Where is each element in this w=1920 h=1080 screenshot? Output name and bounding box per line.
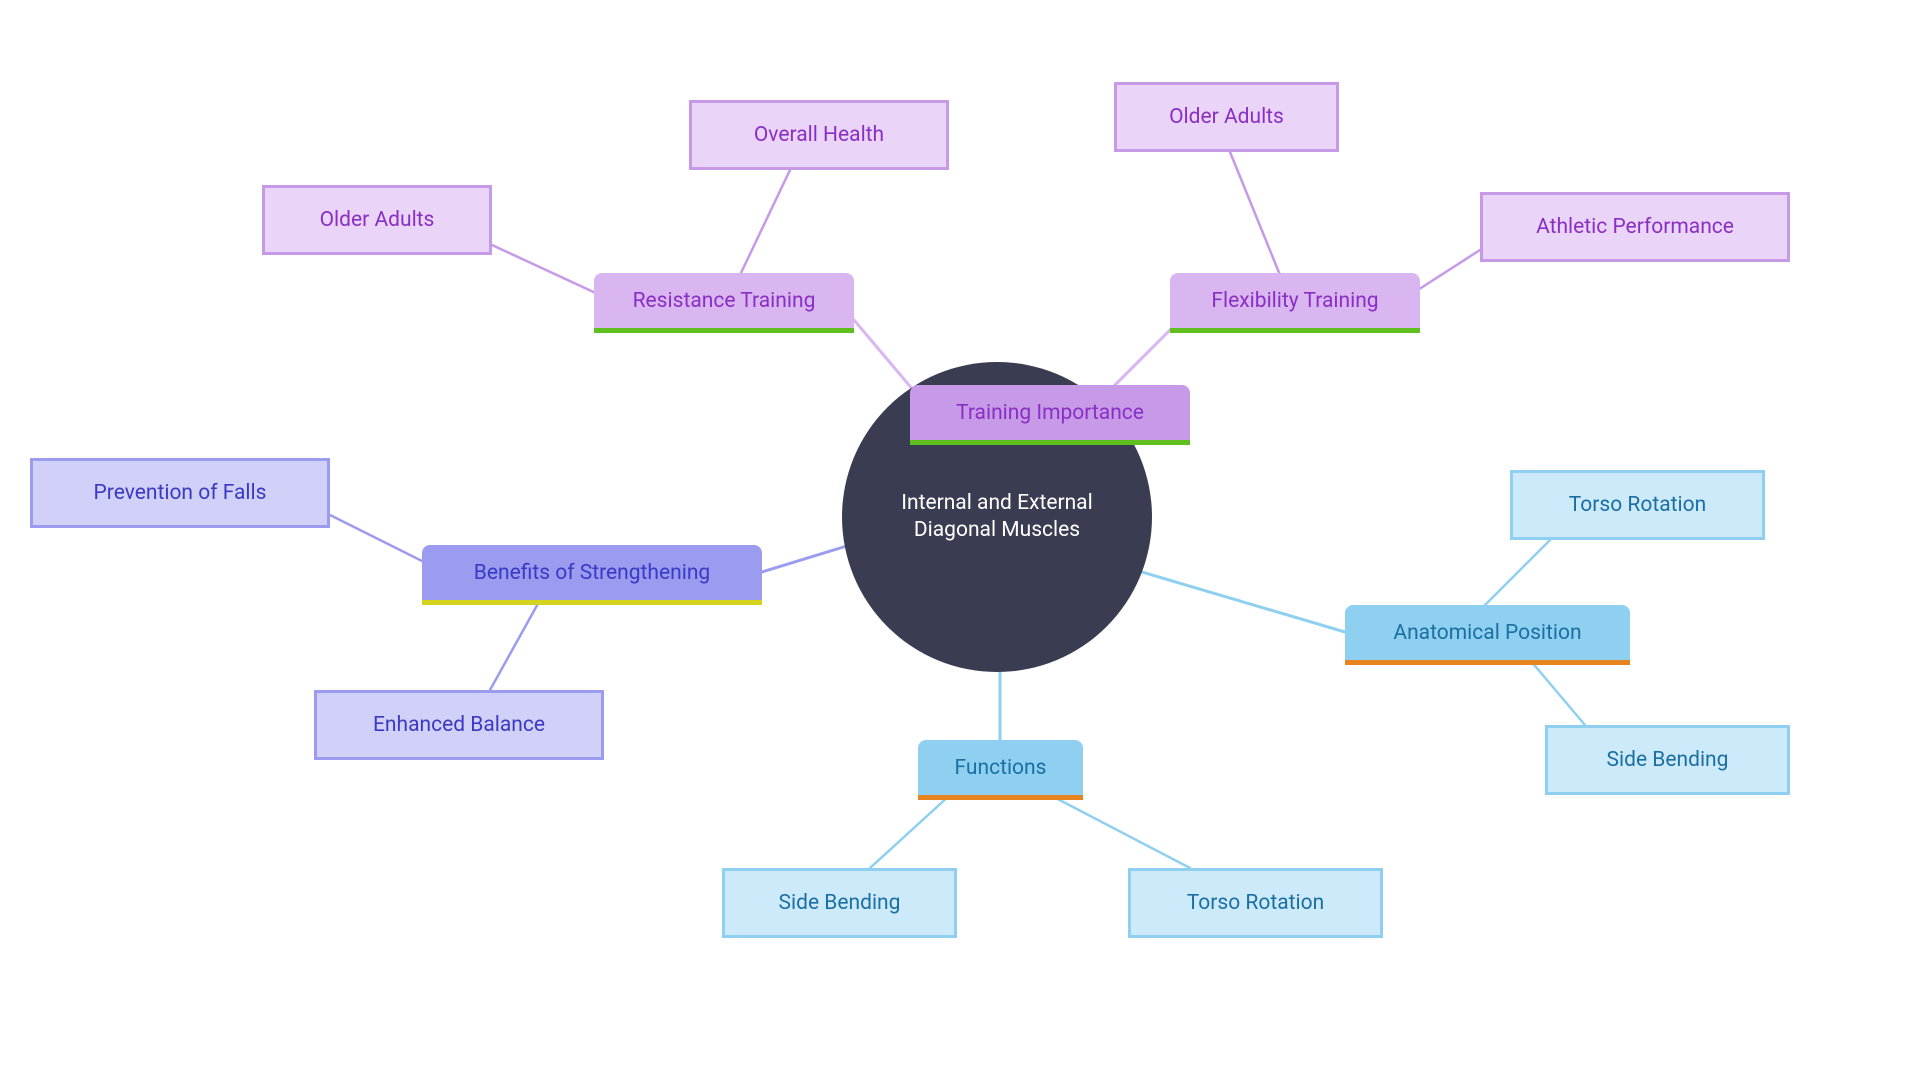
leaf-node: Enhanced Balance	[314, 690, 604, 760]
leaf-node: Side Bending	[1545, 725, 1790, 795]
branch-resistance: Resistance Training	[594, 273, 854, 328]
leaf-node: Older Adults	[1114, 82, 1339, 152]
branch-training: Training Importance	[910, 385, 1190, 440]
branch-flexibility: Flexibility Training	[1170, 273, 1420, 328]
mindmap-canvas: Internal and External Diagonal MusclesTr…	[0, 0, 1920, 1080]
leaf-node: Side Bending	[722, 868, 957, 938]
leaf-node: Overall Health	[689, 100, 949, 170]
branch-benefits: Benefits of Strengthening	[422, 545, 762, 600]
leaf-node: Torso Rotation	[1128, 868, 1383, 938]
leaf-node: Prevention of Falls	[30, 458, 330, 528]
leaf-node: Athletic Performance	[1480, 192, 1790, 262]
branch-anatomical: Anatomical Position	[1345, 605, 1630, 660]
branch-functions: Functions	[918, 740, 1083, 795]
leaf-node: Torso Rotation	[1510, 470, 1765, 540]
leaf-node: Older Adults	[262, 185, 492, 255]
